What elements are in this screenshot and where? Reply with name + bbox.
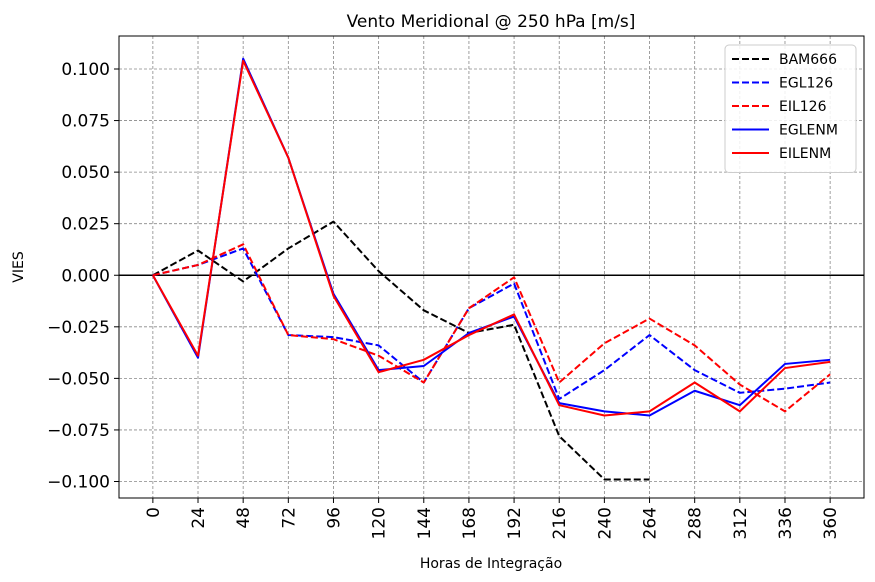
y-tick-label: −0.075 — [47, 421, 110, 441]
y-tick-label: 0.000 — [61, 266, 110, 286]
y-tick-label: −0.025 — [47, 318, 110, 338]
legend-label-eil126: EIL126 — [779, 99, 827, 115]
y-tick-label: −0.100 — [47, 473, 110, 493]
legend-label-eglenm: EGLENM — [779, 123, 838, 139]
series-line-eil126 — [152, 243, 831, 413]
x-tick-label: 216 — [550, 507, 570, 539]
y-tick-label: 0.050 — [61, 163, 110, 183]
x-tick-label: 336 — [776, 507, 796, 539]
x-tick-label: 312 — [731, 507, 751, 539]
y-tick-label: 0.075 — [61, 112, 110, 132]
chart-title: Vento Meridional @ 250 hPa [m/s] — [347, 12, 636, 32]
x-tick-label: 0 — [144, 507, 164, 518]
y-tick-label: −0.050 — [47, 369, 110, 389]
x-tick-label: 96 — [324, 507, 344, 529]
x-tick-label: 168 — [460, 507, 480, 539]
x-tick-label: 48 — [234, 507, 254, 529]
legend-label-egl126: EGL126 — [779, 76, 833, 92]
series-layer — [151, 57, 831, 481]
y-tick-label: 0.100 — [61, 60, 110, 80]
x-tick-label: 144 — [415, 507, 435, 539]
x-tick-label: 360 — [821, 507, 841, 539]
y-axis-ticks: −0.100 −0.075 −0.050 −0.025 0.000 0.025 0.050 0… — [47, 60, 119, 493]
plot-frame — [118, 35, 865, 499]
y-axis-label: VIES — [11, 251, 27, 283]
x-tick-label: 264 — [641, 507, 661, 539]
legend-label-bam666: BAM666 — [779, 52, 837, 68]
x-tick-label: 72 — [279, 507, 299, 529]
x-axis-label: Horas de Integração — [420, 556, 562, 572]
x-tick-label: 120 — [370, 507, 390, 539]
x-tick-label: 24 — [189, 507, 209, 529]
x-axis-ticks: 0 24 48 72 96 120 144 168 192 216 240 264 288 312 336 3… — [144, 498, 841, 539]
legend-box — [724, 44, 857, 173]
x-tick-label: 192 — [505, 507, 525, 539]
grid — [119, 36, 864, 498]
legend-label-eilenm: EILENM — [779, 146, 831, 162]
series-line-egl126 — [152, 247, 831, 400]
y-tick-label: 0.025 — [61, 215, 110, 235]
legend: BAM666 EGL126 EIL126 EGLENM EILENM — [724, 44, 857, 173]
x-tick-label: 240 — [595, 507, 615, 539]
series-line-bam666 — [152, 220, 650, 481]
x-tick-label: 288 — [686, 507, 706, 539]
series-line-eilenm — [151, 59, 831, 417]
